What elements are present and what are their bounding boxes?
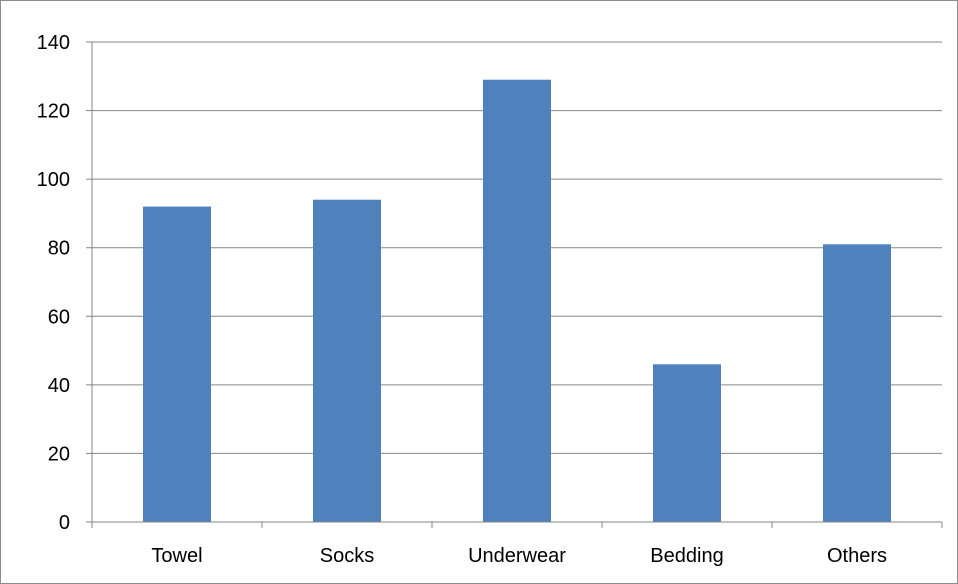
bar-bedding bbox=[653, 364, 721, 522]
y-tick-label: 40 bbox=[48, 375, 70, 397]
y-tick-label: 0 bbox=[59, 512, 70, 534]
bars bbox=[143, 79, 891, 523]
bar-towel bbox=[143, 206, 211, 523]
y-tick-label: 100 bbox=[37, 169, 70, 191]
y-tick-label: 140 bbox=[37, 32, 70, 54]
x-tick-label: Socks bbox=[320, 545, 374, 567]
bar-others bbox=[823, 244, 891, 523]
y-tick-label: 120 bbox=[37, 101, 70, 123]
x-tick-labels: Towel Socks Underwear Bedding Others bbox=[151, 545, 887, 567]
y-tick-label: 20 bbox=[48, 443, 70, 465]
y-tick-label: 80 bbox=[48, 238, 70, 260]
x-tick-label: Others bbox=[827, 545, 887, 567]
bar-socks bbox=[313, 199, 381, 522]
y-tick-labels: 0 20 40 60 80 100 120 140 bbox=[37, 32, 70, 534]
x-tick-label: Bedding bbox=[650, 545, 723, 567]
x-tick-label: Towel bbox=[151, 545, 202, 567]
axes bbox=[86, 41, 943, 528]
y-tick-label: 60 bbox=[48, 306, 70, 328]
x-tick-label: Underwear bbox=[468, 545, 566, 567]
bar-underwear bbox=[483, 79, 551, 522]
